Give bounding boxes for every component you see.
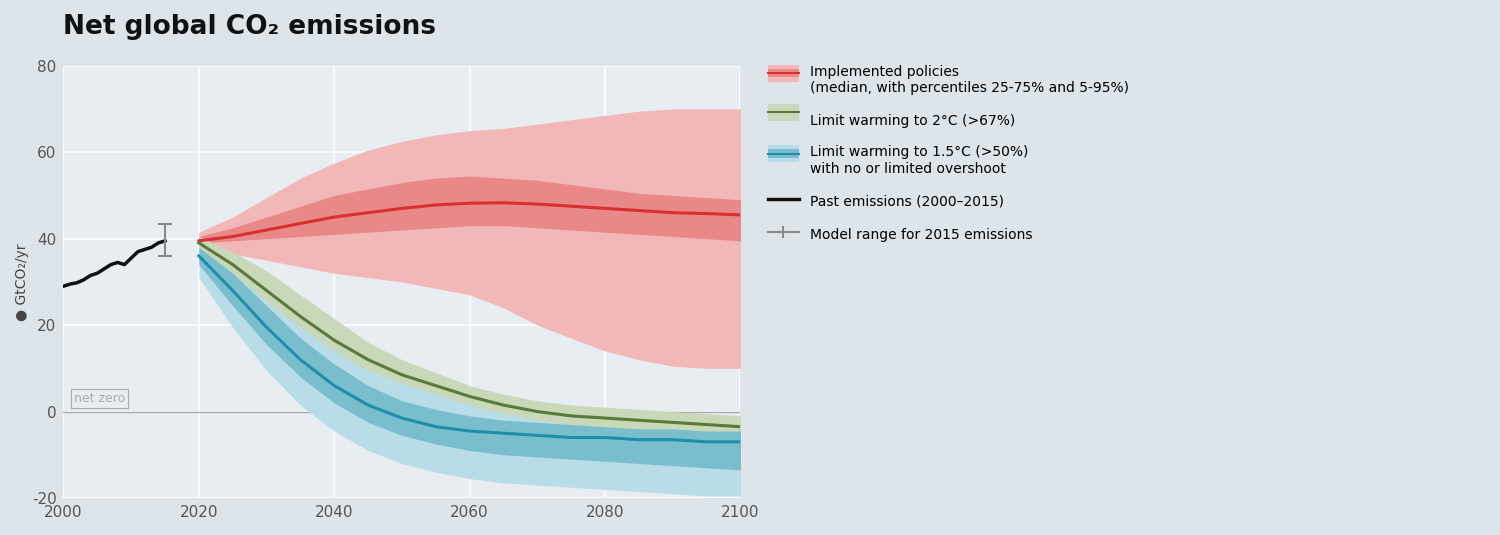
Text: net zero: net zero [74,392,124,405]
Text: Net global CO₂ emissions: Net global CO₂ emissions [63,14,436,40]
Legend: Implemented policies
(median, with percentiles 25-75% and 5-95%), Limit warming : Implemented policies (median, with perce… [754,51,1143,257]
Y-axis label: ● GtCO₂/yr: ● GtCO₂/yr [15,243,28,320]
